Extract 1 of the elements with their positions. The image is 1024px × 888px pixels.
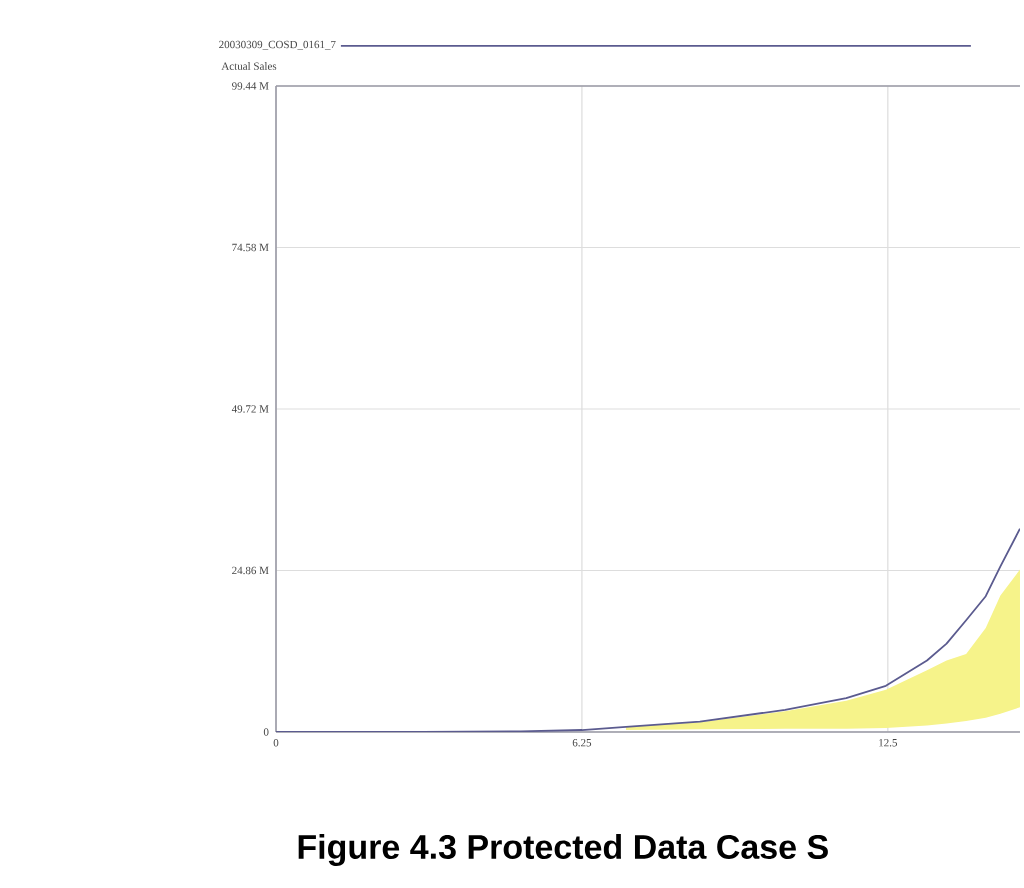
caption: Figure 4.3 Protected Data Case S — [298, 834, 828, 866]
